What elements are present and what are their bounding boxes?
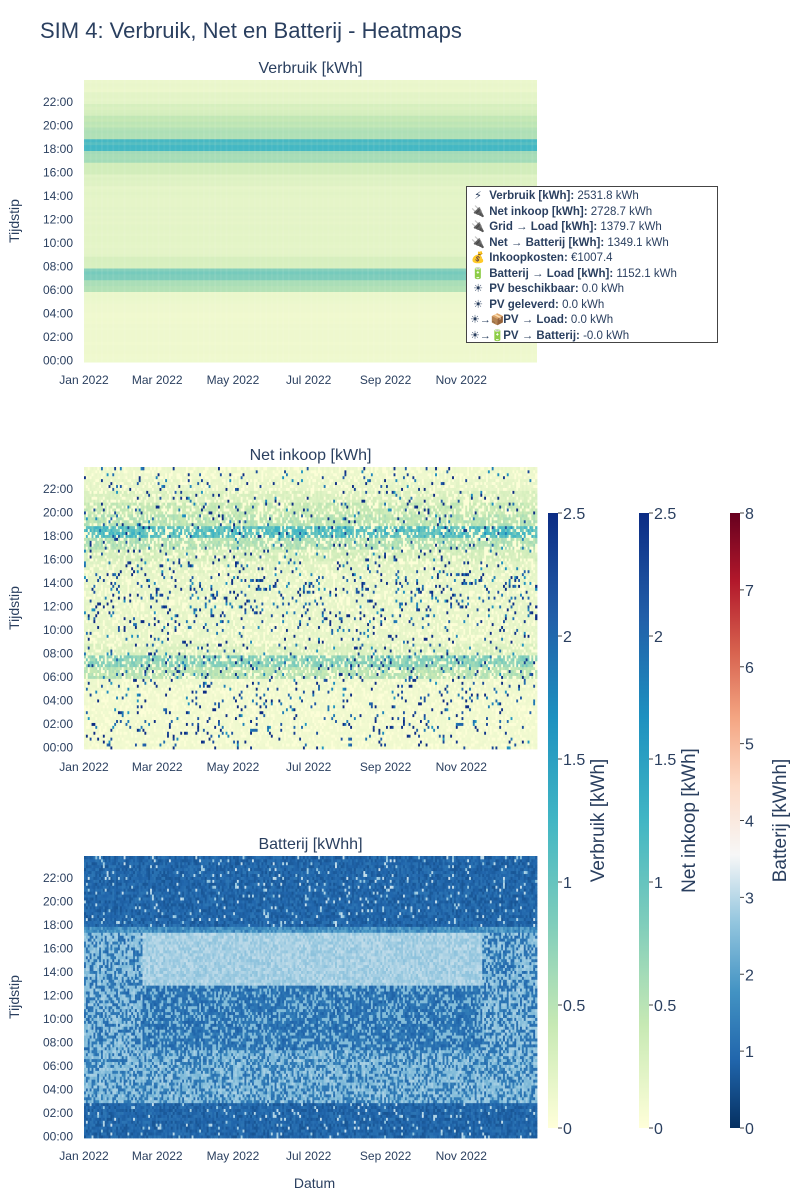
heatmap-cell (175, 80, 177, 362)
heatmap-cell (260, 80, 262, 362)
heatmap-cell (248, 80, 250, 362)
heatmap-cell (429, 80, 431, 362)
heatmap-cell (463, 80, 465, 362)
y-tick-label: 14:00 (43, 189, 73, 203)
heatmap-cell (356, 80, 358, 362)
y-tick-label: 20:00 (43, 119, 73, 133)
x-tick-label: Jan 2022 (59, 373, 109, 387)
heatmap-cell (186, 80, 188, 362)
heatmap-cell (124, 80, 126, 362)
x-tick-label: Mar 2022 (132, 373, 183, 387)
heatmap-cell (192, 80, 194, 362)
heatmap-cell (390, 80, 392, 362)
x-tick-label: Nov 2022 (436, 373, 488, 387)
heatmap-cell (277, 80, 279, 362)
heatmap-cell (458, 80, 460, 362)
y-tick-label: 08:00 (43, 260, 73, 274)
heatmap-cell (322, 80, 324, 362)
subplot-title: Verbruik [kWh] (258, 60, 362, 77)
heatmap-cell (350, 80, 352, 362)
heatmap-cell (180, 80, 182, 362)
heatmap-cell (316, 80, 318, 362)
heatmap-cell (271, 80, 273, 362)
heatmap-cell (237, 80, 239, 362)
heatmap-cell (384, 80, 386, 362)
y-tick-label: 10:00 (43, 236, 73, 250)
x-tick-label: Sep 2022 (360, 373, 412, 387)
heatmap-cell (282, 80, 284, 362)
heatmap-cell (90, 80, 92, 362)
y-tick-label: 06:00 (43, 283, 73, 297)
heatmap-cell (231, 80, 233, 362)
heatmap-cell (407, 80, 409, 362)
heatmap-cell (254, 80, 256, 362)
heatmap-cell (299, 80, 301, 362)
heatmap-cell (265, 80, 267, 362)
heatmap-cell (333, 80, 335, 362)
heatmap-cell (373, 80, 375, 362)
y-tick-label: 00:00 (43, 354, 73, 368)
heatmap-cell (135, 80, 137, 362)
heatmap-cell (118, 80, 120, 362)
heatmap-cell (197, 80, 199, 362)
y-tick-label: 04:00 (43, 307, 73, 321)
heatmap-cell (101, 80, 103, 362)
heatmap-cell (146, 80, 148, 362)
y-tick-label: 12:00 (43, 213, 73, 227)
heatmap-cell (401, 80, 403, 362)
heatmap-cell (107, 80, 109, 362)
heatmap-cell (209, 80, 211, 362)
y-tick-label: 18:00 (43, 142, 73, 156)
heatmap-cell (344, 80, 346, 362)
heatmap-cell (141, 80, 143, 362)
heatmap-cell (220, 80, 222, 362)
heatmap-cell (112, 80, 114, 362)
heatmap-cell (339, 80, 341, 362)
heatmap-cell (294, 80, 296, 362)
heatmap-cell (367, 80, 369, 362)
heatmap-cell (169, 80, 171, 362)
heatmap-cell (214, 80, 216, 362)
heatmap-panel-2: Net inkoop [kWh]00:0002:0004:0006:0008:0… (6, 447, 537, 774)
heatmap-cell (311, 80, 313, 362)
y-tick-label: 02:00 (43, 330, 73, 344)
heatmap-cell (152, 80, 154, 362)
heatmap-cell (158, 80, 160, 362)
heatmap-cell (361, 80, 363, 362)
heatmap-cell (424, 80, 426, 362)
heatmap-cell (84, 80, 86, 362)
x-tick-label: May 2022 (207, 373, 260, 387)
heatmap-cell (288, 80, 290, 362)
heatmap-panel-1: Verbruik [kWh] 00:00 02:00 04:00 06:00 08:00 1… (6, 60, 537, 387)
heatmap-cell (395, 80, 397, 362)
heatmap-cell (243, 80, 245, 362)
heatmap-cell (327, 80, 329, 362)
heatmap-cell (446, 80, 448, 362)
heatmap-cell (418, 80, 420, 362)
heatmap-cell (226, 80, 228, 362)
heatmap-cell (452, 80, 454, 362)
heatmap-cell (95, 80, 97, 362)
heatmap-cell (305, 80, 307, 362)
heatmap-cell (129, 80, 131, 362)
heatmap-cell (412, 80, 414, 362)
y-axis-label: Tijdstip (6, 199, 22, 243)
heatmap-cell (378, 80, 380, 362)
heatmap-cell (203, 80, 205, 362)
x-tick-label: Jul 2022 (286, 373, 332, 387)
y-tick-label: 16:00 (43, 166, 73, 180)
heatmap-cell (435, 80, 437, 362)
heatmap-cell (441, 80, 443, 362)
heatmap-cell (163, 80, 165, 362)
y-tick-label: 22:00 (43, 95, 73, 109)
